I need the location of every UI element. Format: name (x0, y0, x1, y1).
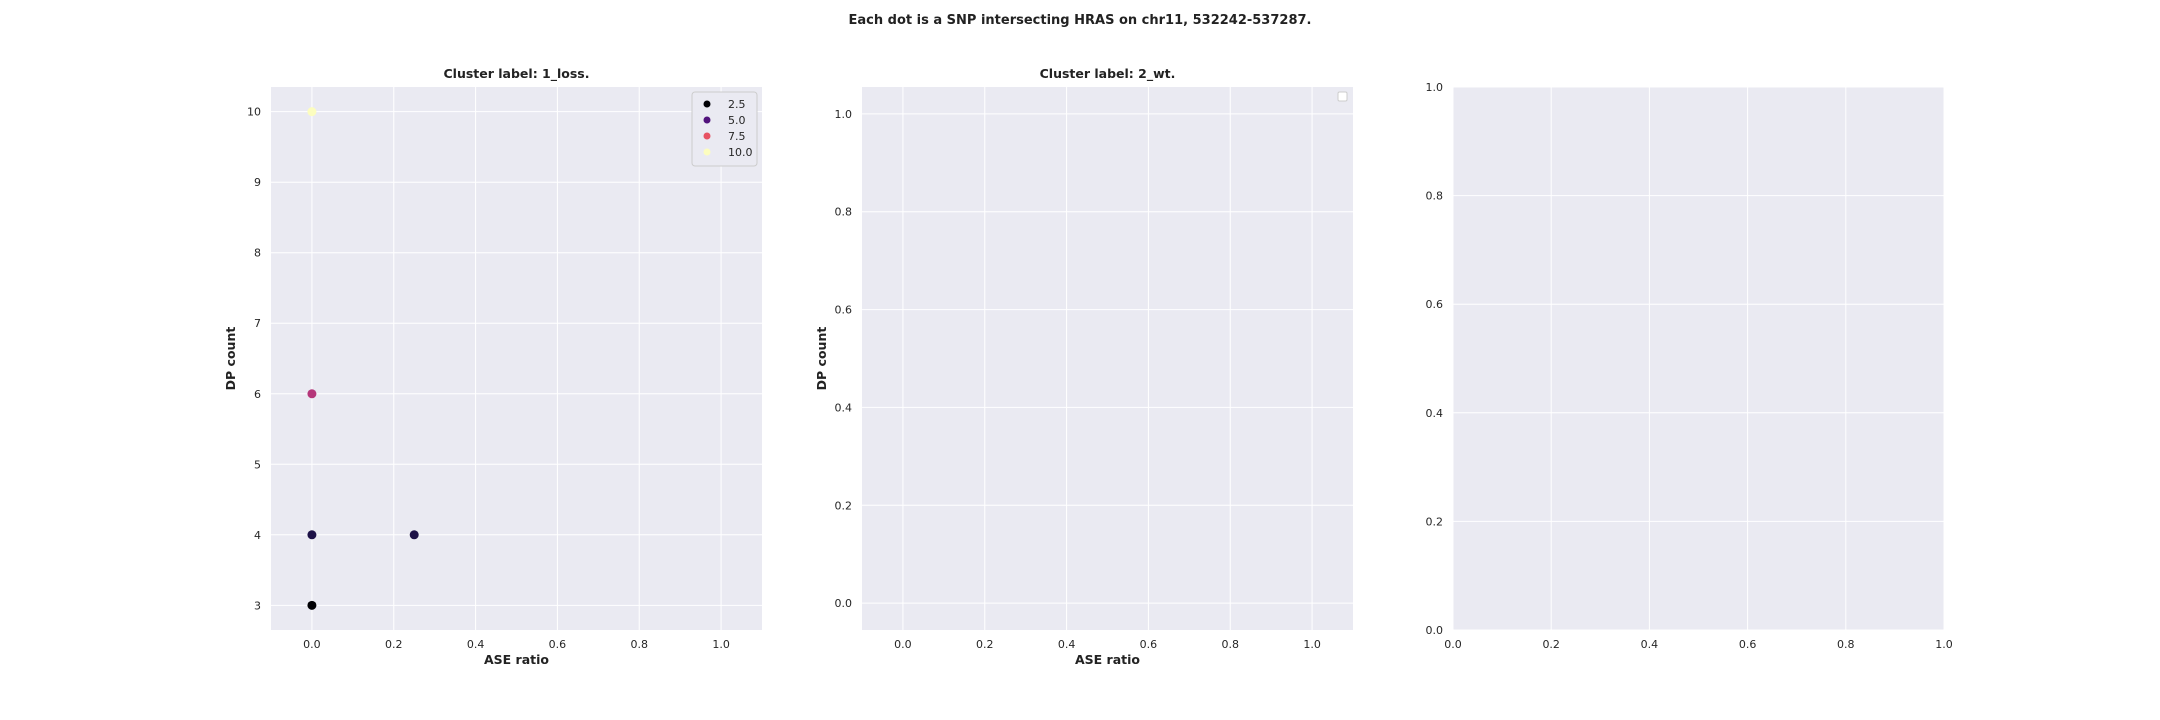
data-point (409, 530, 419, 540)
plot-area (271, 87, 762, 630)
y-tick-label: 8 (254, 247, 261, 260)
legend-label: 2.5 (728, 98, 746, 111)
panel-1: 0.0 0.2 0.4 0.6 0.8 1.0 3 4 5 6 7 8 9 10 Cluster label… (223, 66, 762, 667)
y-tick-label: 4 (254, 529, 261, 542)
legend-label: 5.0 (728, 114, 746, 127)
y-tick-label: 10 (247, 106, 261, 119)
y-tick-label: 1.0 (1426, 81, 1444, 94)
y-tick-label: 0.2 (1426, 515, 1444, 528)
panel-title: Cluster label: 2_wt. (1040, 66, 1176, 82)
x-axis-label: ASE ratio (484, 652, 549, 667)
plot-area (862, 87, 1353, 630)
x-tick-label: 0.0 (894, 638, 912, 651)
y-tick-label: 0.6 (1426, 298, 1444, 311)
y-tick-label: 0.4 (1426, 407, 1444, 420)
x-tick-label: 1.0 (1303, 638, 1321, 651)
x-tick-label: 0.8 (1222, 638, 1240, 651)
data-point (307, 107, 317, 117)
data-point (307, 389, 317, 399)
plot-area (1453, 87, 1944, 630)
panel-3: 0.0 0.2 0.4 0.6 0.8 1.0 0.0 0.2 0.4 0.6 0.8 1.0 (1426, 81, 1953, 651)
legend-label: 10.0 (728, 146, 753, 159)
y-tick-label: 5 (254, 458, 261, 471)
x-tick-label: 0.6 (549, 638, 567, 651)
y-tick-label: 9 (254, 176, 261, 189)
x-tick-label: 0.4 (1641, 638, 1659, 651)
x-tick-label: 0.4 (467, 638, 485, 651)
y-tick-label: 6 (254, 388, 261, 401)
legend-label: 7.5 (728, 130, 746, 143)
x-tick-label: 1.0 (1935, 638, 1953, 651)
y-tick-label: 0.0 (835, 597, 853, 610)
x-tick-label: 0.6 (1739, 638, 1757, 651)
y-tick-label: 0.6 (835, 304, 853, 317)
legend-marker (703, 148, 711, 156)
panels-group: 0.0 0.2 0.4 0.6 0.8 1.0 3 4 5 6 7 8 9 10 Cluster label… (223, 66, 1953, 667)
figure-suptitle: Each dot is a SNP intersecting HRAS on c… (849, 13, 1312, 28)
data-point (307, 530, 317, 540)
panel-title: Cluster label: 1_loss. (444, 66, 590, 82)
x-axis-label: ASE ratio (1075, 652, 1140, 667)
x-tick-label: 0.2 (976, 638, 994, 651)
y-tick-label: 3 (254, 599, 261, 612)
x-tick-label: 0.4 (1058, 638, 1076, 651)
legend: 2.5 5.0 7.5 10.0 (691, 91, 758, 167)
data-point (307, 600, 317, 610)
x-tick-label: 1.0 (712, 638, 730, 651)
y-tick-label: 0.4 (835, 401, 853, 414)
y-tick-label: 7 (254, 317, 261, 330)
x-tick-label: 0.2 (1542, 638, 1560, 651)
legend-marker (703, 132, 711, 140)
y-tick-label: 0.8 (835, 206, 853, 219)
panel-2: 0.0 0.2 0.4 0.6 0.8 1.0 0.0 0.2 0.4 0.6 0.8 1.0 Clus… (814, 66, 1353, 667)
legend (1337, 91, 1348, 102)
y-axis-label: DP count (814, 327, 829, 391)
y-tick-label: 0.8 (1426, 190, 1444, 203)
x-tick-label: 0.0 (1444, 638, 1462, 651)
legend-frame (691, 91, 758, 167)
x-tick-label: 0.2 (385, 638, 403, 651)
legend-marker (703, 116, 711, 124)
x-tick-label: 0.6 (1140, 638, 1158, 651)
y-tick-label: 1.0 (835, 108, 853, 121)
legend-frame (1337, 91, 1348, 102)
y-tick-label: 0.0 (1426, 624, 1444, 637)
x-tick-label: 0.8 (631, 638, 649, 651)
x-tick-label: 0.0 (303, 638, 321, 651)
y-tick-label: 0.2 (835, 499, 853, 512)
legend-marker (703, 100, 711, 108)
x-tick-label: 0.8 (1837, 638, 1855, 651)
y-axis-label: DP count (223, 327, 238, 391)
